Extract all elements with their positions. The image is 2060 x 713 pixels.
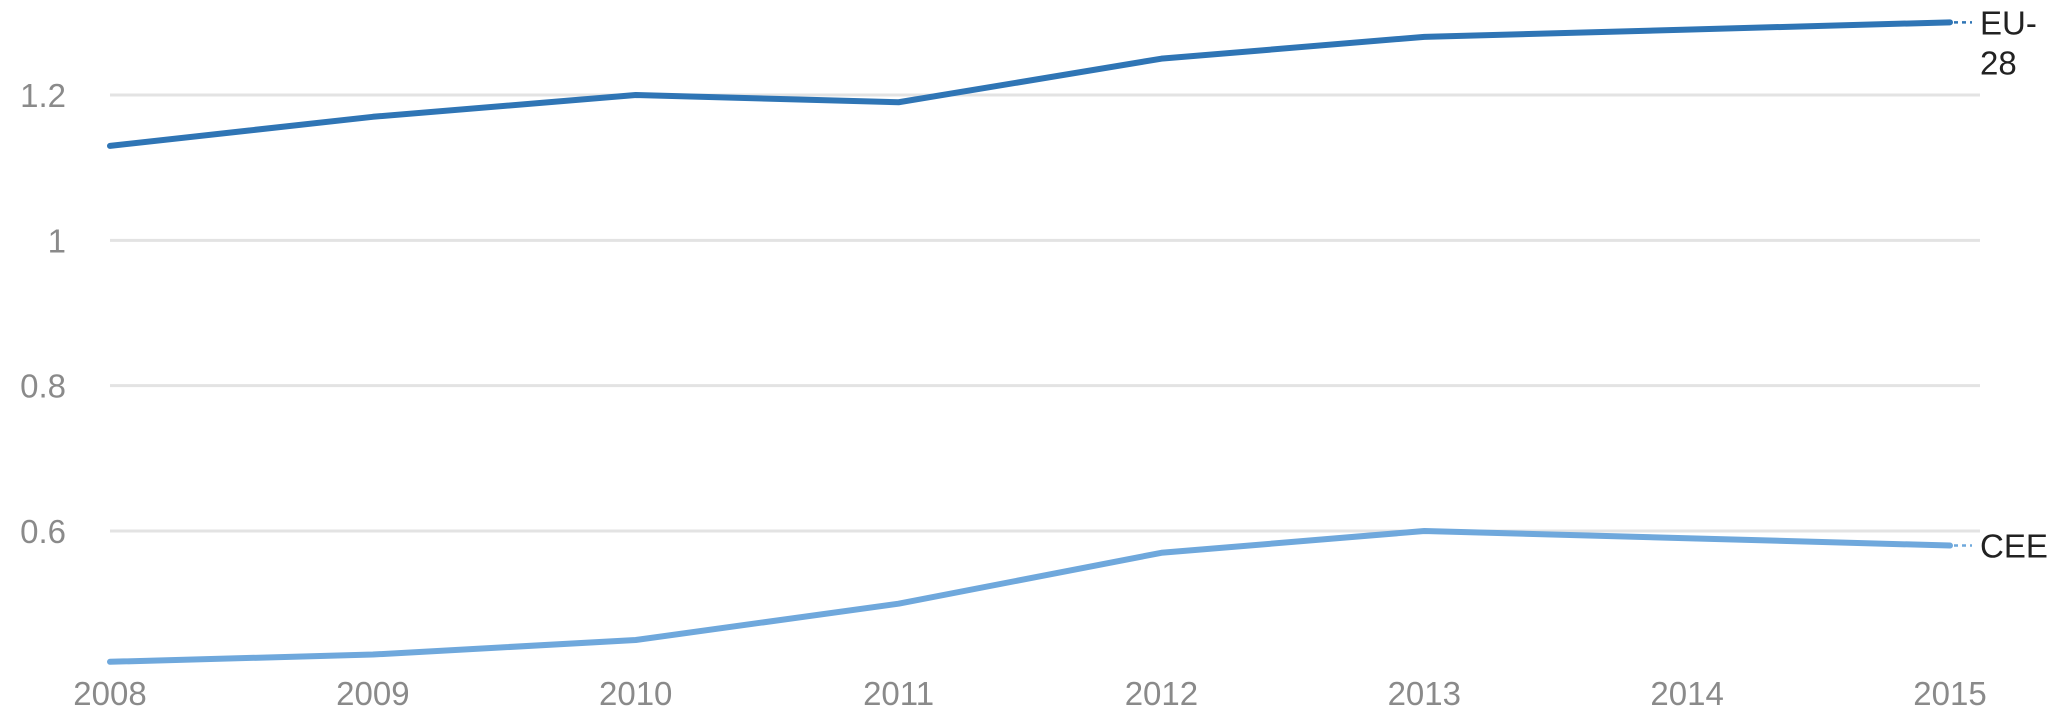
y-axis-tick-labels: 0.6 0.8 1 1.2 [20,77,66,550]
series-line-cee [107,528,1953,665]
gridlines [110,93,1980,533]
x-tick-label: 2010 [599,675,672,712]
series-lines [107,19,1953,665]
x-tick-label: 2015 [1913,675,1986,712]
series-line-eu-28 [107,19,1953,149]
series-labels: EU-28 CEE [1954,4,2048,565]
series-label-eu-28: 28 [1980,44,2017,81]
y-tick-label: 0.6 [20,513,66,550]
x-axis-tick-labels: 2008 2009 2010 2011 2012 2013 2014 2015 [73,675,1986,712]
x-tick-label: 2009 [336,675,409,712]
series-label-eu-28: EU- [1980,4,2037,41]
y-tick-label: 1.2 [20,77,66,114]
x-tick-label: 2008 [73,675,146,712]
x-tick-label: 2013 [1388,675,1461,712]
y-tick-label: 1 [48,222,66,259]
x-tick-label: 2012 [1125,675,1198,712]
x-tick-label: 2014 [1650,675,1723,712]
x-tick-label: 2011 [863,675,934,712]
y-tick-label: 0.8 [20,368,66,405]
series-label-cee: CEE [1980,528,2048,565]
